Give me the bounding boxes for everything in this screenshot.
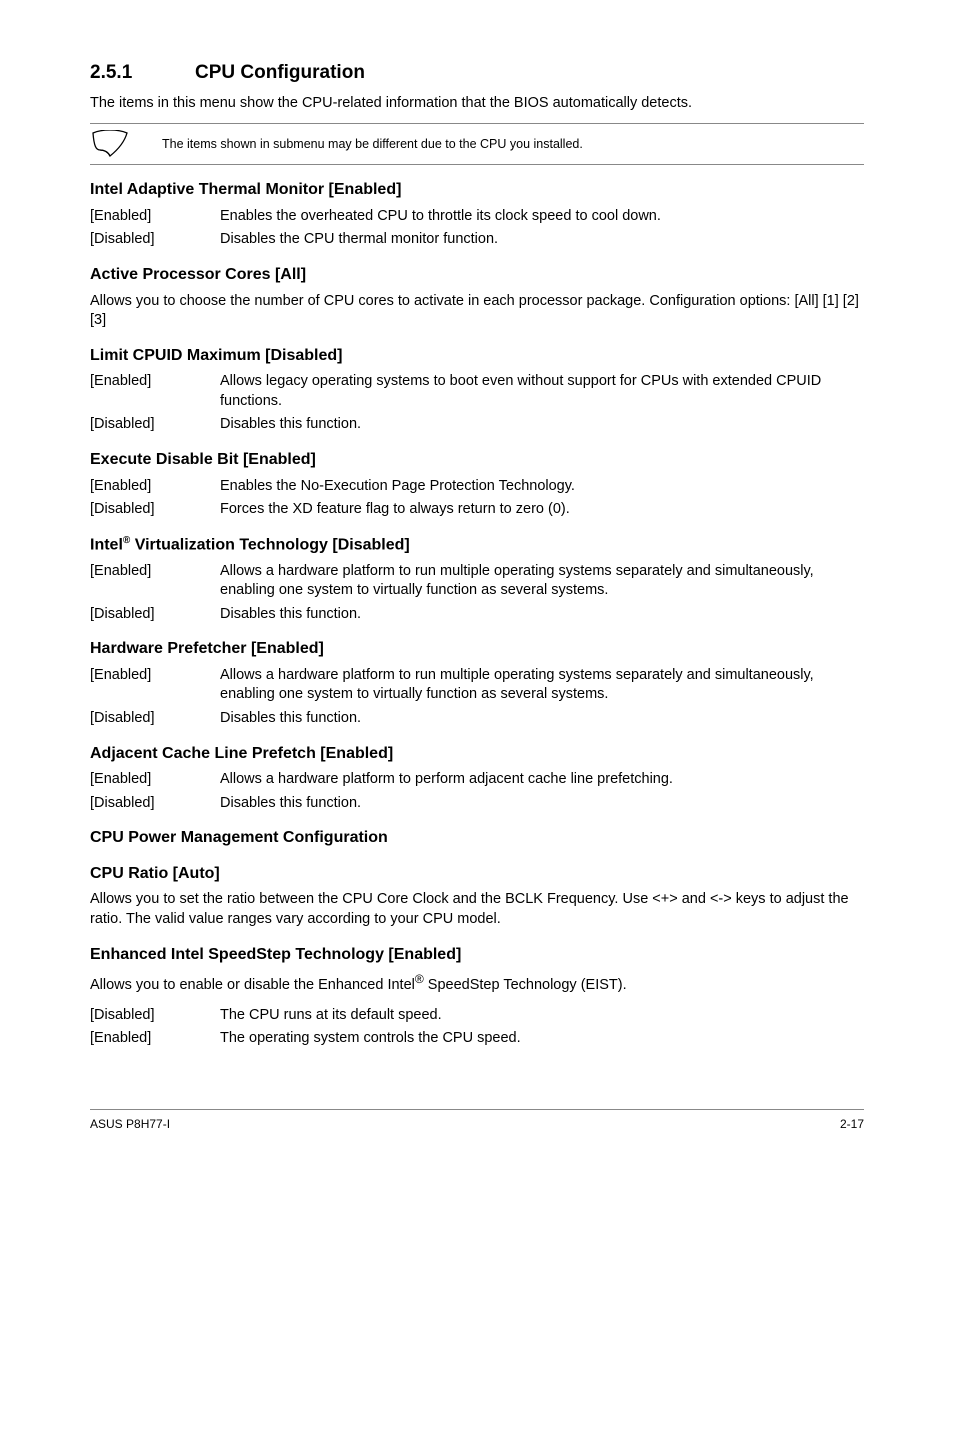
section-intro: The items in this menu show the CPU-rela… — [90, 94, 864, 114]
subsection-heading: Intel® Virtualization Technology [Disabl… — [90, 534, 864, 556]
content-blocks: Intel Adaptive Thermal Monitor [Enabled]… — [90, 179, 864, 1048]
option-key: [Disabled] — [90, 1006, 220, 1026]
option-row: [Disabled]The CPU runs at its default sp… — [90, 1006, 864, 1026]
option-value: Disables this function. — [220, 605, 864, 625]
option-key: [Disabled] — [90, 415, 220, 435]
option-key: [Enabled] — [90, 562, 220, 601]
option-row: [Enabled]Allows a hardware platform to p… — [90, 770, 864, 790]
option-value: Disables the CPU thermal monitor functio… — [220, 230, 864, 250]
section-heading: 2.5.1 CPU Configuration — [90, 60, 864, 86]
option-value: Disables this function. — [220, 709, 864, 729]
section-number: 2.5.1 — [90, 60, 195, 86]
option-value: Allows a hardware platform to perform ad… — [220, 770, 864, 790]
option-row: [Disabled]Forces the XD feature flag to … — [90, 500, 864, 520]
option-row: [Disabled]Disables this function. — [90, 794, 864, 814]
option-key: [Disabled] — [90, 500, 220, 520]
section-title: CPU Configuration — [195, 60, 365, 86]
subsection-heading: Hardware Prefetcher [Enabled] — [90, 638, 864, 660]
subsection-heading: Enhanced Intel SpeedStep Technology [Ena… — [90, 944, 864, 966]
subsection-heading: CPU Ratio [Auto] — [90, 863, 864, 885]
option-key: [Enabled] — [90, 372, 220, 411]
option-key: [Disabled] — [90, 230, 220, 250]
note-callout: The items shown in submenu may be differ… — [90, 123, 864, 165]
option-value: Disables this function. — [220, 794, 864, 814]
note-text: The items shown in submenu may be differ… — [134, 136, 583, 153]
option-value: The operating system controls the CPU sp… — [220, 1029, 864, 1049]
option-key: [Enabled] — [90, 666, 220, 705]
subsection-heading: Limit CPUID Maximum [Disabled] — [90, 345, 864, 367]
option-row: [Disabled]Disables this function. — [90, 709, 864, 729]
option-row: [Enabled]Allows a hardware platform to r… — [90, 666, 864, 705]
subsection-heading: CPU Power Management Configuration — [90, 827, 864, 849]
option-row: [Disabled]Disables this function. — [90, 605, 864, 625]
option-value: Allows a hardware platform to run multip… — [220, 562, 864, 601]
option-value: Allows a hardware platform to run multip… — [220, 666, 864, 705]
option-value: Disables this function. — [220, 415, 864, 435]
option-value: Enables the No-Execution Page Protection… — [220, 477, 864, 497]
option-value: Allows legacy operating systems to boot … — [220, 372, 864, 411]
option-row: [Enabled]The operating system controls t… — [90, 1029, 864, 1049]
footer-right: 2-17 — [840, 1116, 864, 1132]
subsection-heading: Active Processor Cores [All] — [90, 264, 864, 286]
option-row: [Disabled]Disables this function. — [90, 415, 864, 435]
option-key: [Disabled] — [90, 709, 220, 729]
option-key: [Enabled] — [90, 477, 220, 497]
option-row: [Enabled]Allows legacy operating systems… — [90, 372, 864, 411]
subsection-heading: Execute Disable Bit [Enabled] — [90, 449, 864, 471]
subsection-paragraph: Allows you to enable or disable the Enha… — [90, 971, 864, 995]
note-icon — [90, 130, 134, 158]
option-value: The CPU runs at its default speed. — [220, 1006, 864, 1026]
option-row: [Enabled]Allows a hardware platform to r… — [90, 562, 864, 601]
subsection-paragraph: Allows you to set the ratio between the … — [90, 890, 864, 929]
subsection-heading: Adjacent Cache Line Prefetch [Enabled] — [90, 743, 864, 765]
option-value: Enables the overheated CPU to throttle i… — [220, 207, 864, 227]
option-row: [Disabled]Disables the CPU thermal monit… — [90, 230, 864, 250]
option-key: [Enabled] — [90, 1029, 220, 1049]
option-key: [Enabled] — [90, 770, 220, 790]
option-key: [Disabled] — [90, 794, 220, 814]
page-footer: ASUS P8H77-I 2-17 — [90, 1109, 864, 1132]
option-value: Forces the XD feature flag to always ret… — [220, 500, 864, 520]
footer-left: ASUS P8H77-I — [90, 1116, 170, 1132]
option-row: [Enabled]Enables the overheated CPU to t… — [90, 207, 864, 227]
subsection-paragraph: Allows you to choose the number of CPU c… — [90, 292, 864, 331]
option-key: [Disabled] — [90, 605, 220, 625]
option-row: [Enabled]Enables the No-Execution Page P… — [90, 477, 864, 497]
option-key: [Enabled] — [90, 207, 220, 227]
subsection-heading: Intel Adaptive Thermal Monitor [Enabled] — [90, 179, 864, 201]
